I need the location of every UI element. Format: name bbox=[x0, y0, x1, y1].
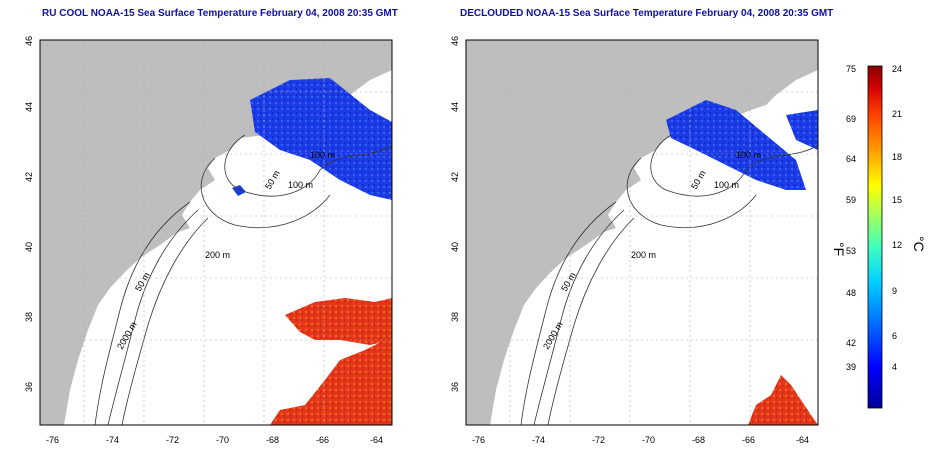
svg-text:-72: -72 bbox=[166, 435, 179, 445]
svg-text:40: 40 bbox=[450, 242, 460, 252]
svg-text:36: 36 bbox=[24, 382, 34, 392]
svg-text:6: 6 bbox=[892, 331, 897, 341]
svg-text:24: 24 bbox=[892, 64, 902, 74]
landmass bbox=[466, 40, 818, 425]
svg-text:-72: -72 bbox=[592, 435, 605, 445]
svg-text:-76: -76 bbox=[46, 435, 59, 445]
left-map-panel: 100 m 50 m 200 m 50 m 2000 m 100 m -76 -… bbox=[24, 36, 393, 445]
svg-text:4: 4 bbox=[892, 362, 897, 372]
cold-water-patch bbox=[786, 110, 818, 150]
svg-text:200 m: 200 m bbox=[631, 250, 656, 260]
svg-text:18: 18 bbox=[892, 152, 902, 162]
svg-text:36: 36 bbox=[450, 382, 460, 392]
temperature-colorbar: 75 69 64 59 53 48 42 39 24 21 18 15 12 9… bbox=[831, 64, 927, 409]
svg-text:-76: -76 bbox=[472, 435, 485, 445]
svg-text:200 m: 200 m bbox=[205, 250, 230, 260]
svg-text:44: 44 bbox=[450, 102, 460, 112]
cold-water-region bbox=[250, 78, 392, 200]
svg-text:-64: -64 bbox=[370, 435, 383, 445]
fahrenheit-ticks: 75 69 64 59 53 48 42 39 bbox=[846, 64, 856, 372]
celsius-ticks: 24 21 18 15 12 9 6 4 bbox=[892, 64, 902, 372]
svg-text:-68: -68 bbox=[266, 435, 279, 445]
svg-text:46: 46 bbox=[450, 36, 460, 46]
svg-text:-70: -70 bbox=[216, 435, 229, 445]
right-map-content: 100 m 50 m 200 m 50 m 2000 m 100 m bbox=[465, 39, 819, 426]
svg-text:42: 42 bbox=[846, 338, 856, 348]
svg-text:100 m: 100 m bbox=[310, 150, 335, 160]
nova-scotia-land bbox=[340, 40, 392, 82]
left-lat-axis: 46 44 42 40 38 36 bbox=[24, 36, 34, 392]
gridlines bbox=[466, 40, 818, 425]
svg-text:-66: -66 bbox=[742, 435, 755, 445]
svg-text:59: 59 bbox=[846, 195, 856, 205]
svg-text:100 m: 100 m bbox=[288, 180, 313, 190]
svg-text:12: 12 bbox=[892, 240, 902, 250]
svg-text:-70: -70 bbox=[642, 435, 655, 445]
svg-text:40: 40 bbox=[24, 242, 34, 252]
svg-text:44: 44 bbox=[24, 102, 34, 112]
landmass bbox=[40, 40, 392, 425]
svg-text:42: 42 bbox=[24, 172, 34, 182]
svg-text:64: 64 bbox=[846, 154, 856, 164]
colorbar-gradient bbox=[867, 65, 883, 409]
svg-text:-68: -68 bbox=[692, 435, 705, 445]
nova-scotia-land bbox=[766, 40, 818, 82]
svg-text:-66: -66 bbox=[316, 435, 329, 445]
celsius-unit-label: °C bbox=[911, 236, 927, 252]
cold-water-region bbox=[666, 100, 806, 190]
svg-text:38: 38 bbox=[450, 312, 460, 322]
warm-water-region bbox=[270, 335, 392, 425]
right-map-title: DECLOUDED NOAA-15 Sea Surface Temperatur… bbox=[460, 8, 834, 19]
svg-text:-64: -64 bbox=[796, 435, 809, 445]
svg-text:-74: -74 bbox=[106, 435, 119, 445]
svg-text:-74: -74 bbox=[532, 435, 545, 445]
right-lon-axis: -76 -74 -72 -70 -68 -66 -64 bbox=[472, 435, 809, 445]
svg-text:46: 46 bbox=[24, 36, 34, 46]
svg-text:100 m: 100 m bbox=[714, 180, 739, 190]
svg-text:42: 42 bbox=[450, 172, 460, 182]
svg-text:100 m: 100 m bbox=[736, 150, 761, 160]
left-map-title: RU COOL NOAA-15 Sea Surface Temperature … bbox=[42, 8, 398, 19]
warm-water-patch bbox=[285, 298, 392, 345]
bathymetry-contours bbox=[520, 134, 819, 426]
svg-text:75: 75 bbox=[846, 64, 856, 74]
right-map-panel: 100 m 50 m 200 m 50 m 2000 m 100 m -76 -… bbox=[450, 36, 819, 445]
svg-text:15: 15 bbox=[892, 195, 902, 205]
right-lat-axis: 46 44 42 40 38 36 bbox=[450, 36, 460, 392]
svg-text:38: 38 bbox=[24, 312, 34, 322]
svg-text:53: 53 bbox=[846, 246, 856, 256]
left-map-content: 100 m 50 m 200 m 50 m 2000 m 100 m bbox=[39, 39, 393, 426]
svg-text:48: 48 bbox=[846, 288, 856, 298]
bathymetry-contours bbox=[94, 134, 393, 426]
left-lon-axis: -76 -74 -72 -70 -68 -66 -64 bbox=[46, 435, 383, 445]
fahrenheit-unit-label: °F bbox=[831, 242, 847, 256]
warm-water-region bbox=[748, 375, 818, 425]
gridlines bbox=[40, 40, 392, 425]
svg-text:21: 21 bbox=[892, 109, 902, 119]
svg-text:9: 9 bbox=[892, 286, 897, 296]
svg-text:69: 69 bbox=[846, 114, 856, 124]
svg-text:39: 39 bbox=[846, 362, 856, 372]
